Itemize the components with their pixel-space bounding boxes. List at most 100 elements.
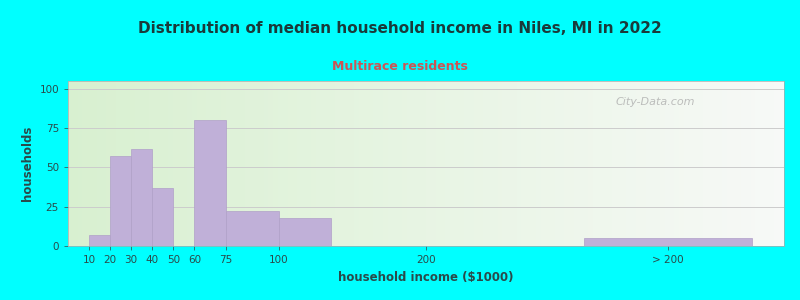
Bar [178,81,182,246]
Text: Distribution of median household income in Niles, MI in 2022: Distribution of median household income … [138,21,662,36]
Bar [602,81,607,246]
Bar [144,81,149,246]
Bar [522,81,526,246]
Bar [216,81,221,246]
Bar [121,81,126,246]
Bar [354,81,359,246]
Bar [374,81,378,246]
Bar [588,81,593,246]
Bar [335,81,340,246]
Bar [417,81,422,246]
Bar [641,81,646,246]
Bar [130,81,135,246]
Bar [350,81,354,246]
Bar [546,81,550,246]
Bar [182,81,187,246]
Bar [560,81,565,246]
Bar [694,81,698,246]
Bar [393,81,398,246]
Bar [541,81,546,246]
Bar [584,238,753,246]
Bar [536,81,541,246]
Bar [469,81,474,246]
Bar [89,235,110,246]
Bar [655,81,660,246]
Bar [565,81,570,246]
Bar [140,81,144,246]
Bar [636,81,641,246]
Bar [152,188,174,246]
Bar [254,81,259,246]
Bar [741,81,746,246]
Bar [116,81,121,246]
Bar [111,81,116,246]
Bar [631,81,636,246]
Bar [326,81,330,246]
Bar [226,212,278,246]
Bar [68,81,73,246]
Bar [440,81,445,246]
Bar [311,81,316,246]
Bar [235,81,240,246]
Bar [435,81,440,246]
Bar [770,81,774,246]
Bar [135,81,139,246]
Bar [73,81,78,246]
Bar [445,81,450,246]
Bar [194,120,226,246]
Bar [131,148,152,246]
Bar [383,81,388,246]
Bar [292,81,297,246]
Bar [574,81,578,246]
Bar [502,81,507,246]
Bar [430,81,435,246]
Bar [650,81,655,246]
Bar [717,81,722,246]
Bar [478,81,483,246]
Bar [106,81,111,246]
Bar [708,81,712,246]
Bar [274,81,278,246]
Bar [488,81,493,246]
Bar [660,81,665,246]
Bar [340,81,345,246]
Bar [398,81,402,246]
Bar [126,81,130,246]
Bar [593,81,598,246]
Text: Multirace residents: Multirace residents [332,60,468,73]
Bar [498,81,502,246]
Bar [531,81,536,246]
Bar [412,81,417,246]
Bar [765,81,770,246]
Bar [474,81,478,246]
Bar [617,81,622,246]
Bar [97,81,102,246]
Bar [330,81,335,246]
Bar [555,81,560,246]
Bar [158,81,163,246]
Bar [774,81,779,246]
Y-axis label: households: households [21,126,34,201]
Bar [316,81,321,246]
Bar [670,81,674,246]
Bar [278,218,331,246]
Bar [321,81,326,246]
Bar [306,81,311,246]
Bar [703,81,708,246]
Bar [526,81,531,246]
Bar [173,81,178,246]
X-axis label: household income ($1000): household income ($1000) [338,271,514,284]
Bar [297,81,302,246]
Bar [240,81,245,246]
Text: City-Data.com: City-Data.com [615,98,695,107]
Bar [679,81,684,246]
Bar [78,81,82,246]
Bar [230,81,235,246]
Bar [407,81,412,246]
Bar [583,81,588,246]
Bar [110,156,131,246]
Bar [264,81,269,246]
Bar [269,81,274,246]
Bar [464,81,469,246]
Bar [283,81,287,246]
